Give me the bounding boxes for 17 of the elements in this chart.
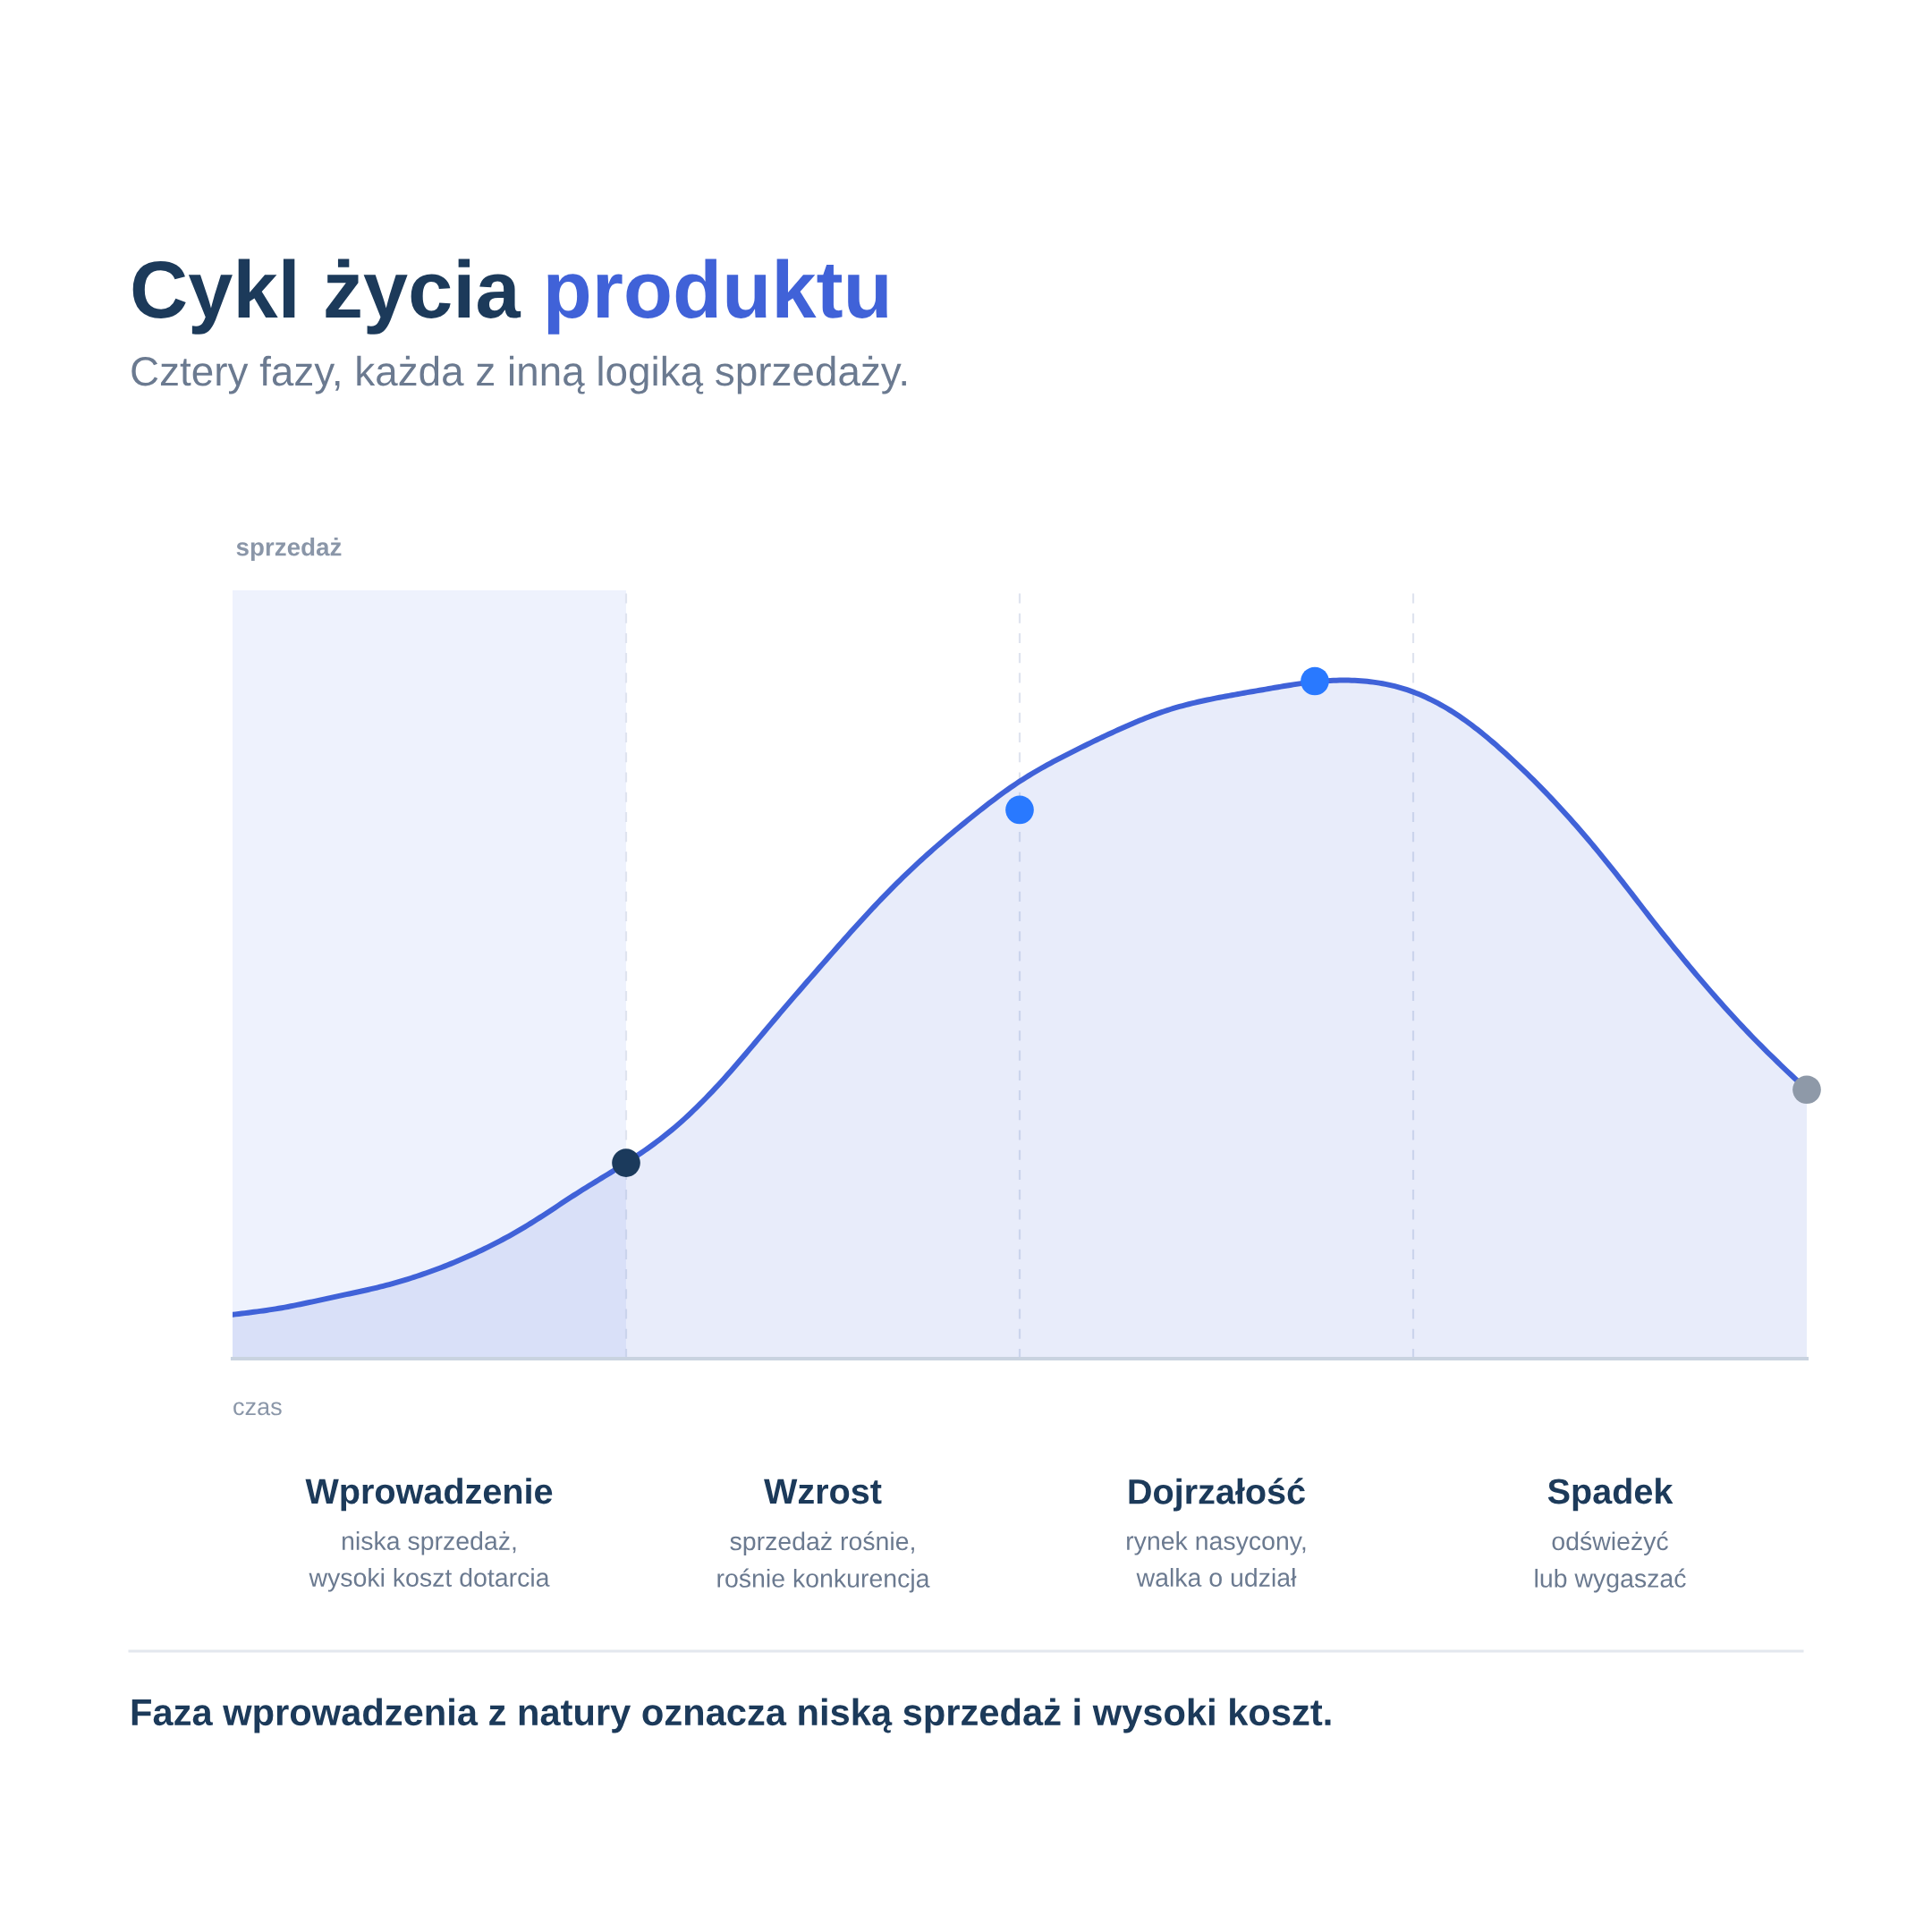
x-tick-label: Spadek — [1547, 1478, 1674, 1512]
x-tick-label: Wprowadzenie — [305, 1478, 553, 1512]
x-axis-title: czas — [233, 1402, 282, 1416]
x-tick-label: Wzrost — [764, 1479, 882, 1504]
chart-subtitle: Cztery fazy, każda z inną logiką sprzedaży. — [131, 355, 906, 394]
point — [612, 1148, 640, 1177]
text: niska sprzedaż, wysoki koszt dotarcia — [309, 1531, 550, 1592]
text: odświeżyć lub wygaszać — [1535, 1531, 1686, 1593]
y-axis-title: sprzedaż — [236, 538, 342, 561]
point — [1301, 666, 1329, 696]
text: rynek nasycony, walka o udział — [1127, 1531, 1306, 1587]
point — [1005, 795, 1034, 825]
point — [1792, 1075, 1821, 1105]
text: sprzedaż rośnie, rośnie konkurencja — [717, 1531, 930, 1593]
chart-title: Cykl życia produktu — [132, 258, 887, 335]
x-tick-label: Dojrzałość — [1129, 1478, 1305, 1512]
text: Faza wprowadzenia z natury oznacza niską sprzedaż i wysoki koszt. — [131, 1698, 1331, 1733]
